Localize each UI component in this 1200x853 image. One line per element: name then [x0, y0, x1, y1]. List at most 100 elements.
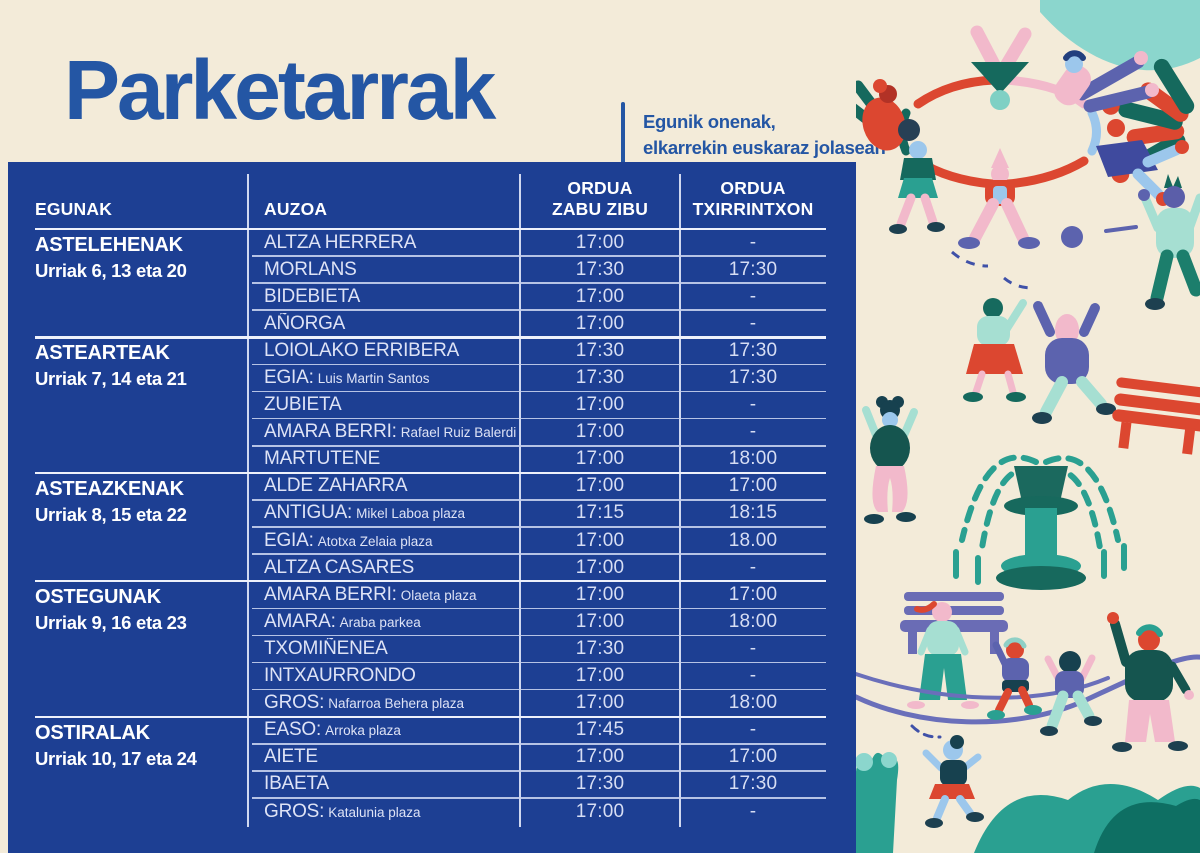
auzoa-cell: EGIA: Luis Martin Santos	[248, 367, 520, 389]
auzoa-cell: IBAETA	[248, 773, 520, 795]
table-row: AMARA BERRI: Olaeta plaza 17:00 17:00	[248, 581, 856, 610]
auzoa-detail: Olaeta plaza	[400, 587, 477, 603]
auzoa-cell: AÑORGA	[248, 313, 520, 335]
auzoa-cell: INTXAURRONDO	[248, 665, 520, 687]
day-cell: OSTIRALAK Urriak 10, 17 eta 24	[8, 717, 248, 825]
auzoa-name: IBAETA	[264, 773, 329, 795]
auzoa-cell: ALDE ZAHARRA	[248, 475, 520, 497]
day-group: ASTEAZKENAK Urriak 8, 15 eta 22 ALDE ZAHAR…	[8, 471, 856, 581]
zabu-time-cell: 17:00	[575, 665, 625, 687]
auzoa-cell: AMARA: Araba parkea	[248, 611, 520, 633]
table-row: AIETE 17:00 17:00	[248, 744, 856, 772]
header-egunak: EGUNAK	[35, 199, 113, 219]
txirrintxon-time-cell: -	[749, 312, 757, 334]
table-row: BIDEBIETA 17:00 -	[248, 283, 856, 312]
day-cell: ASTEAZKENAK Urriak 8, 15 eta 22	[8, 473, 248, 581]
auzoa-name: EASO:	[264, 719, 322, 741]
txirrintxon-time-cell: 18:15	[728, 502, 778, 524]
day-label: OSTEGUNAK	[35, 586, 161, 609]
txirrintxon-time-cell: 18.00	[728, 529, 778, 551]
day-label: ASTEARTEAK	[35, 342, 170, 365]
day-dates: Urriak 10, 17 eta 24	[35, 747, 197, 769]
table-row: AÑORGA 17:00 -	[248, 310, 856, 337]
table-row: ZUBIETA 17:00 -	[248, 392, 856, 420]
dancers-circle-icon	[856, 25, 1189, 249]
auzoa-name: LOIOLAKO ERRIBERA	[264, 339, 460, 361]
auzoa-cell: AIETE	[248, 746, 520, 768]
subtitle-line-1: Egunik onenak,	[643, 111, 776, 132]
header-auzoa: AUZOA	[264, 199, 328, 219]
subtitle-line-2: elkarrekin euskaraz jolasean	[643, 137, 886, 158]
txirrintxon-time-cell: -	[749, 285, 757, 307]
auzoa-name: INTXAURRONDO	[264, 665, 416, 687]
zabu-time-cell: 17:00	[575, 231, 625, 253]
zabu-time-cell: 17:00	[575, 421, 625, 443]
day-cell: OSTEGUNAK Urriak 9, 16 eta 23	[8, 581, 248, 716]
teal-swoosh-icon	[1040, 0, 1200, 71]
auzoa-name: ALTZA CASARES	[264, 556, 415, 578]
auzoa-name: AMARA:	[264, 610, 336, 632]
auzoa-detail: Nafarroa Behera plaza	[328, 696, 465, 712]
poster-title: Parketarrak	[64, 43, 496, 137]
auzoa-name: TXOMIÑENEA	[264, 637, 388, 659]
table-row: GROS: Katalunia plaza 17:00 -	[248, 798, 856, 825]
day-group: ASTELEHENAK Urriak 6, 13 eta 20 ALTZA HERR…	[8, 227, 856, 337]
day-label: ASTEAZKENAK	[35, 477, 184, 500]
auzoa-detail: Katalunia plaza	[328, 804, 421, 820]
table-row: ANTIGUA: Mikel Laboa plaza 17:15 18:15	[248, 500, 856, 528]
zabu-time-cell: 17:30	[575, 637, 625, 659]
bushes-icon	[974, 784, 1200, 853]
table-header-row: EGUNAK AUZOA ORDUA ZABU ZIBU ORDUA TXIRR…	[8, 162, 856, 229]
table-row: EASO: Arroka plaza 17:45 -	[248, 717, 856, 745]
auzoa-cell: GROS: Nafarroa Behera plaza	[248, 692, 520, 714]
poster-subtitle: Egunik onenak, elkarrekin euskaraz jolas…	[643, 109, 886, 161]
day-group: ASTEARTEAK Urriak 7, 14 eta 21 LOIOLAKO ER…	[8, 336, 856, 472]
auzoa-cell: AMARA BERRI: Olaeta plaza	[248, 584, 520, 606]
zabu-time-cell: 17:00	[575, 610, 625, 632]
auzoa-name: MORLANS	[264, 258, 357, 280]
day-group: OSTIRALAK Urriak 10, 17 eta 24 EASO: Arroka…	[8, 715, 856, 825]
auzoa-cell: TXOMIÑENEA	[248, 638, 520, 660]
standing-woman-icon	[907, 601, 979, 709]
auzoa-name: ZUBIETA	[264, 394, 342, 416]
table-groups: ASTELEHENAK Urriak 6, 13 eta 20 ALTZA HERR…	[8, 227, 856, 825]
zabu-time-cell: 17:30	[575, 773, 625, 795]
teal-dress-dancer-icon	[889, 141, 945, 234]
txirrintxon-time-cell: 18:00	[728, 448, 778, 470]
zabu-time-cell: 17:00	[575, 394, 625, 416]
table-row: AMARA: Araba parkea 17:00 18:00	[248, 608, 856, 637]
auzoa-cell: GROS: Katalunia plaza	[248, 801, 520, 823]
day-group: OSTEGUNAK Urriak 9, 16 eta 23 AMARA BERRI:…	[8, 580, 856, 716]
txirrintxon-time-cell: -	[749, 719, 757, 741]
auzoa-name: AMARA BERRI:	[264, 421, 397, 443]
auzoa-detail: Luis Martin Santos	[317, 371, 430, 387]
auzoa-detail: Arroka plaza	[325, 723, 401, 739]
jumper-right-icon	[1138, 174, 1200, 310]
zabu-time-cell: 17:00	[575, 312, 625, 334]
auzoa-name: AMARA BERRI:	[264, 583, 397, 605]
txirrintxon-time-cell: 17:30	[728, 258, 778, 280]
table-row: INTXAURRONDO 17:00 -	[248, 663, 856, 691]
day-dates: Urriak 6, 13 eta 20	[35, 260, 187, 281]
auzoa-name: EGIA:	[264, 529, 314, 551]
auzoa-cell: ALTZA HERRERA	[248, 232, 520, 254]
table-row: ALTZA CASARES 17:00 -	[248, 554, 856, 581]
auzoa-cell: EASO: Arroka plaza	[248, 719, 520, 741]
zabu-time-cell: 17:00	[575, 285, 625, 307]
auzoa-cell: MORLANS	[248, 259, 520, 281]
auzoa-cell: LOIOLAKO ERRIBERA	[248, 340, 520, 362]
auzoa-name: EGIA:	[264, 367, 314, 389]
table-row: EGIA: Luis Martin Santos 17:30 17:30	[248, 364, 856, 393]
auzoa-name: GROS:	[264, 800, 325, 822]
day-dates: Urriak 9, 16 eta 23	[35, 612, 187, 634]
table-row: ALDE ZAHARRA 17:00 17:00	[248, 473, 856, 501]
day-label: OSTIRALAK	[35, 721, 150, 744]
column-divider	[247, 174, 249, 827]
txirrintxon-time-cell: 18:00	[728, 692, 778, 714]
red-jacket-dancer-icon	[856, 79, 920, 151]
zabu-time-cell: 17:30	[575, 258, 625, 280]
handstand-dancer-icon	[970, 25, 1032, 110]
auzoa-cell: ZUBIETA	[248, 394, 520, 416]
txirrintxon-time-cell: -	[749, 637, 757, 659]
auzoa-detail: Atotxa Zelaia plaza	[317, 533, 433, 549]
